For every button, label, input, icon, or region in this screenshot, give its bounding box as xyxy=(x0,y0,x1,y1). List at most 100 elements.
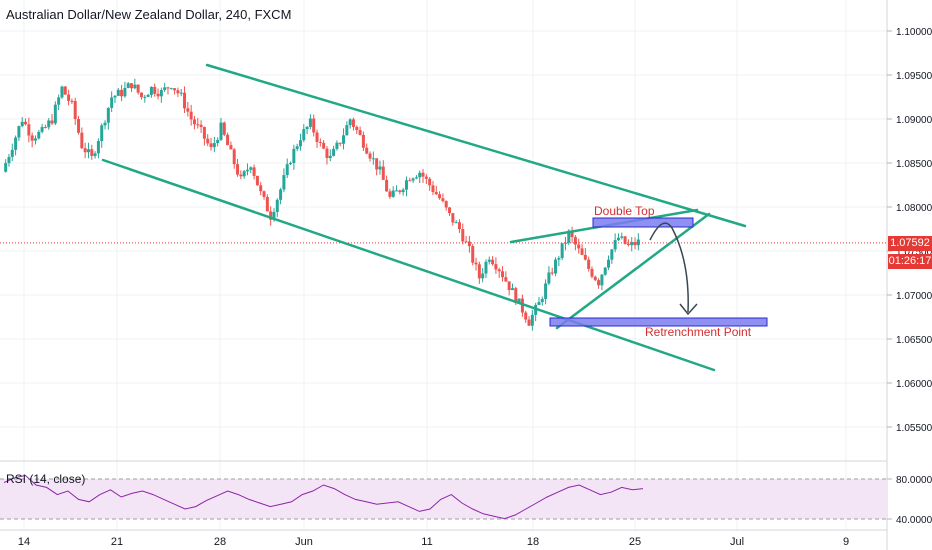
candle-body xyxy=(365,147,369,154)
candle-body xyxy=(587,259,591,269)
candle-body xyxy=(573,237,577,245)
candle-body xyxy=(583,254,587,260)
last-price-tag: 1.07592 xyxy=(888,236,932,251)
candle-body xyxy=(477,264,481,279)
candle-body xyxy=(613,240,617,250)
candle-body xyxy=(192,119,196,125)
candle-body xyxy=(497,269,501,272)
price-tick-label: 1.10000 xyxy=(896,27,932,38)
candle-body xyxy=(123,87,127,97)
candle-body xyxy=(464,241,468,243)
candle-body xyxy=(110,97,114,108)
candle-body xyxy=(338,142,342,144)
price-tick-label: 1.09000 xyxy=(896,115,932,126)
candle-body xyxy=(252,167,256,176)
candle-body xyxy=(355,126,359,131)
candle-body xyxy=(73,100,77,120)
price-tick-label: 1.07000 xyxy=(896,291,932,302)
candle-body xyxy=(494,264,498,270)
candle-body xyxy=(385,179,389,192)
candle-body xyxy=(143,96,147,98)
candle-body xyxy=(126,83,130,88)
candle-body xyxy=(428,178,432,186)
candle-body xyxy=(563,242,567,244)
double-top-label: Double Top xyxy=(594,204,655,218)
candle-body xyxy=(292,148,296,163)
candle-body xyxy=(222,122,226,135)
candle-body xyxy=(348,119,352,126)
candle-body xyxy=(610,249,614,260)
candle-body xyxy=(149,86,153,95)
channel-lower-trendline xyxy=(101,158,716,372)
time-tick-label: 28 xyxy=(214,536,226,548)
projection-arrow xyxy=(649,222,689,313)
candle-body xyxy=(358,130,362,135)
candle-body xyxy=(242,171,246,177)
candle-body xyxy=(421,172,425,177)
drawings[interactable] xyxy=(101,63,768,372)
candle-body xyxy=(312,118,316,133)
candle-body xyxy=(130,83,134,89)
candle-body xyxy=(63,86,67,95)
candle-body xyxy=(186,108,190,112)
candle-body xyxy=(146,94,150,97)
candle-body xyxy=(156,93,160,97)
candle-body xyxy=(86,149,90,153)
candle-body xyxy=(401,189,405,193)
price-tick-label: 1.06500 xyxy=(896,335,932,346)
candle-body xyxy=(289,162,293,165)
candle-body xyxy=(57,97,61,105)
rsi-tick-label: 80.0000 xyxy=(896,475,932,486)
candle-body xyxy=(335,142,339,149)
candle-body xyxy=(199,124,203,128)
candle-body xyxy=(530,314,534,326)
candle-body xyxy=(597,280,601,286)
candle-body xyxy=(361,134,365,148)
candle-body xyxy=(4,163,8,172)
candle-body xyxy=(636,239,640,246)
channel-upper-trendline xyxy=(205,63,747,228)
candle-body xyxy=(236,164,240,175)
candle-body xyxy=(570,230,574,238)
candle-body xyxy=(159,90,163,97)
time-tick-label: 14 xyxy=(18,536,30,548)
candle-body xyxy=(550,272,554,274)
candle-body xyxy=(43,127,47,129)
candle-body xyxy=(607,259,611,268)
candle-body xyxy=(202,127,206,139)
candle-body xyxy=(272,211,276,220)
candle-body xyxy=(375,158,379,170)
price-tick-label: 1.06000 xyxy=(896,379,932,390)
candle-body xyxy=(404,180,408,190)
candle-body xyxy=(116,89,120,96)
candle-body xyxy=(514,288,518,304)
time-tick-label: 9 xyxy=(843,536,849,548)
time-axis: 14 21 28 Jun 11 18 25 Jul 9 xyxy=(18,536,849,548)
candle-body xyxy=(474,262,478,265)
candle-body xyxy=(219,122,223,140)
candle-body xyxy=(166,87,170,89)
rsi-tick-label: 40.0000 xyxy=(896,515,932,526)
candle-body xyxy=(282,175,286,190)
candle-body xyxy=(96,141,100,154)
time-tick-label: 18 xyxy=(527,536,539,548)
candle-body xyxy=(418,172,422,178)
rsi-line xyxy=(3,474,644,520)
candle-body xyxy=(325,148,329,158)
candle-body xyxy=(623,236,627,244)
candle-body xyxy=(381,166,385,180)
chart-title: Australian Dollar/New Zealand Dollar, 24… xyxy=(6,7,292,22)
candle-body xyxy=(633,242,637,246)
candle-body xyxy=(328,155,332,158)
candle-body xyxy=(50,120,54,124)
candle-body xyxy=(100,125,104,142)
candle-body xyxy=(504,277,508,282)
candle-body xyxy=(315,132,319,143)
candles xyxy=(0,78,887,331)
candle-body xyxy=(249,167,253,170)
candle-body xyxy=(620,236,624,238)
candle-body xyxy=(183,92,187,109)
candle-body xyxy=(259,185,263,192)
price-axis: 1.10000 1.09500 1.09000 1.08500 1.08000 1.075… xyxy=(887,27,932,526)
